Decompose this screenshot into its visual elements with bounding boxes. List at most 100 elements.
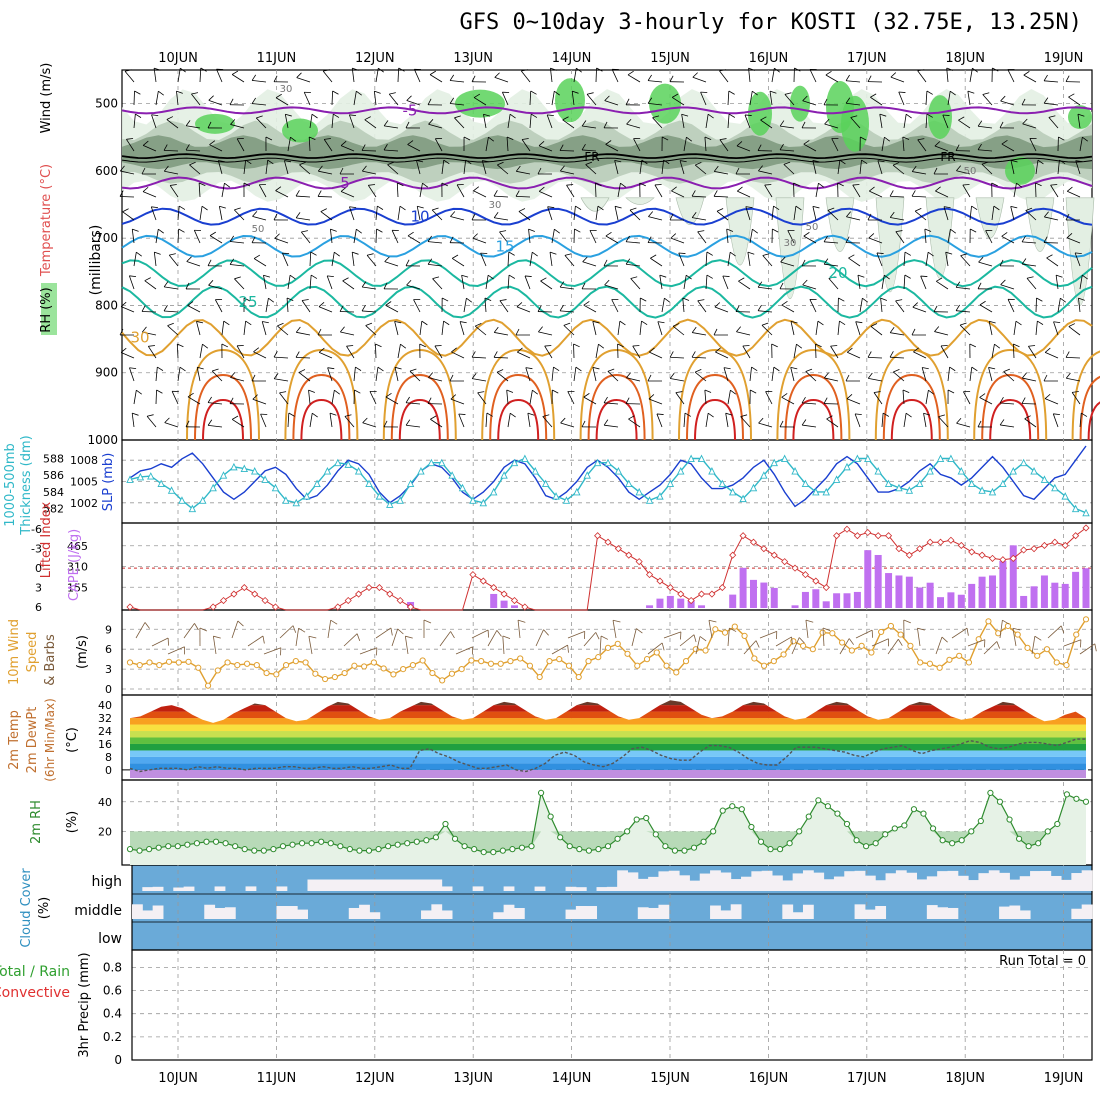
wind-barb [419, 320, 428, 336]
wind-barb [507, 113, 516, 129]
li-point [1072, 532, 1080, 540]
rh-plume [675, 197, 705, 226]
wind-barb-staff [167, 325, 179, 336]
x-tick-label-top: 16JUN [749, 51, 789, 66]
wind-barb-staff [815, 343, 817, 359]
rh2m-point [576, 846, 583, 853]
wind-barb [595, 205, 604, 221]
wind-barb-feather [260, 413, 268, 415]
wind-barb-staff [626, 377, 641, 382]
cloud-high-cell [648, 876, 659, 891]
surface-wind-barb [487, 630, 502, 647]
wind-barb-staff [764, 184, 773, 198]
wind-speed-point [897, 631, 904, 638]
wind-barb-staff [846, 80, 861, 83]
wind-barb-staff [1026, 278, 1037, 290]
wind-barb [430, 415, 443, 428]
wind-barb [163, 165, 179, 175]
wind-barb [979, 393, 993, 405]
isotherm-loop [398, 398, 441, 441]
rh2m-point [843, 820, 851, 828]
wind-barb-staff [529, 114, 532, 129]
wind-barb-staff [434, 345, 443, 359]
wind-barb-feather [253, 254, 261, 259]
wind-barb-staff [253, 258, 267, 267]
wind-barb [427, 397, 443, 405]
wind-barb-feather [400, 343, 407, 349]
wind-speed-point [214, 667, 221, 674]
cloud-high-cell [772, 875, 783, 891]
wind-barb [723, 367, 731, 382]
wind-barb-feather [256, 115, 263, 119]
wind-barb-feather [956, 165, 962, 171]
surface-wind-barb-feather [144, 622, 150, 629]
wind-barb-feather [1000, 279, 1006, 285]
wind-barb-feather [682, 297, 690, 301]
wind-barb [199, 67, 207, 83]
wind-barb-feather [729, 251, 736, 257]
wind-barb-feather [312, 412, 318, 418]
wind-barb [837, 320, 846, 336]
wind-barb [216, 68, 224, 83]
wind-barb-staff [859, 298, 863, 313]
wind-barb-feather [713, 328, 718, 336]
cape-axis-label: CAPE (J/kg) [67, 529, 82, 601]
wind-barb-staff [296, 195, 311, 198]
wind-barb [809, 68, 817, 83]
wind-barb [779, 143, 795, 152]
wind-barb-staff [362, 286, 377, 290]
thickness-point [458, 483, 467, 492]
x-tick-label-bottom: 14JUN [552, 1071, 592, 1086]
wind-barb-staff [847, 351, 861, 359]
rh-plume [725, 197, 755, 266]
wind-barb-feather [744, 114, 752, 116]
wind-barb-feather [884, 136, 891, 142]
wind-barb-feather [385, 301, 392, 306]
wind-barb [671, 186, 685, 198]
wind-barb [1003, 368, 1015, 382]
wind-barb-staff [499, 300, 509, 313]
wind-barb-staff [560, 170, 575, 175]
cape-bar [760, 582, 768, 608]
wind-barb-staff [850, 117, 861, 129]
isotherm-loop [973, 348, 1048, 441]
wind-barb-staff [780, 149, 795, 152]
wind-speed-point [204, 682, 212, 689]
cloud-high-cell [245, 886, 257, 891]
wind-barb-feather [435, 138, 443, 140]
wind-barb-feather [868, 233, 875, 239]
rh2m-point [738, 806, 745, 813]
rh2m-point [461, 843, 468, 850]
surface-wind-barb [295, 627, 306, 647]
wind-barb-feather [904, 251, 911, 256]
isotherm-label: -5 [403, 101, 418, 119]
precip-tick-label: 0.4 [103, 1007, 122, 1021]
rh2m-point [1044, 828, 1051, 835]
wind-speed-point [917, 659, 924, 666]
surface-wind-barb-staff [535, 629, 544, 647]
wind-barb-staff [1000, 402, 1015, 405]
wind-barb [567, 391, 575, 405]
wind-barb [943, 206, 951, 221]
wind-speed-line [129, 618, 1087, 688]
wind-barb-feather [855, 321, 863, 324]
thickness-point [521, 454, 529, 462]
surface-wind-barb-staff [839, 638, 850, 655]
wind-barb [427, 235, 443, 244]
wind-barb-staff [781, 396, 795, 405]
wind-barb [449, 236, 465, 244]
wind-barb [208, 95, 223, 106]
cloud-unit-label: (%) [37, 897, 52, 920]
wind-barb-feather [120, 347, 127, 353]
wind-barb-feather [482, 160, 489, 163]
wind-barb [823, 258, 839, 267]
wind-barb [771, 366, 780, 382]
wind-barb [793, 182, 800, 198]
wind-barb [353, 366, 362, 382]
thickness-point [843, 462, 851, 471]
wind-barb [977, 282, 993, 290]
wind-barb-staff [551, 91, 555, 106]
cloud-high-cell [1071, 873, 1083, 891]
wind-barb-feather [389, 92, 396, 95]
wind-barb [935, 186, 949, 198]
